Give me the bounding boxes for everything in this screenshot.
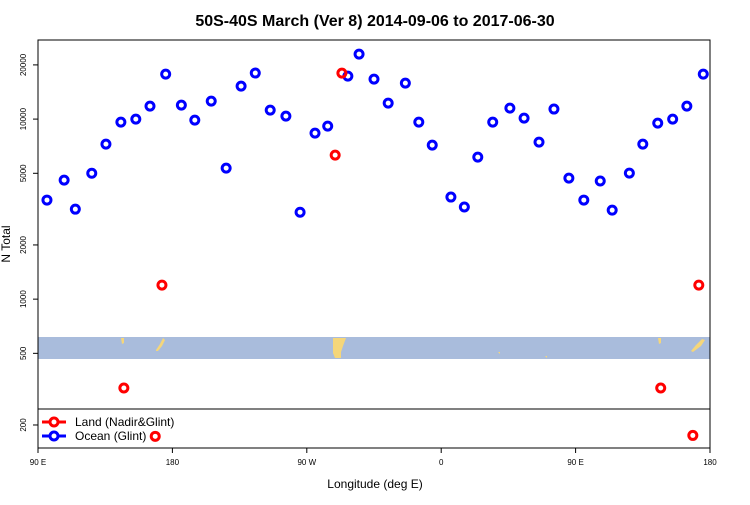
- point: [280, 110, 292, 122]
- x-tick-label: 180: [703, 458, 717, 467]
- point: [86, 167, 98, 179]
- x-tick-label: 90 E: [567, 458, 583, 467]
- point: [413, 116, 425, 128]
- point: [578, 194, 590, 206]
- y-tick-label: 200: [19, 418, 28, 432]
- point: [205, 95, 217, 107]
- point: [652, 117, 664, 129]
- point: [235, 80, 247, 92]
- x-tick-label: 180: [166, 458, 180, 467]
- point: [533, 136, 545, 148]
- point: [426, 139, 438, 151]
- point: [336, 67, 348, 79]
- point: [382, 97, 394, 109]
- point: [594, 175, 606, 187]
- point: [322, 120, 334, 132]
- point: [623, 167, 635, 179]
- y-tick-label: 5000: [19, 164, 28, 182]
- x-tick-label: 90 W: [297, 458, 316, 467]
- legend-marker: [48, 430, 60, 442]
- point: [69, 203, 81, 215]
- point: [606, 204, 618, 216]
- chart-title: 50S-40S March (Ver 8) 2014-09-06 to 2017…: [195, 13, 554, 30]
- point: [353, 48, 365, 60]
- point: [445, 191, 457, 203]
- y-tick-label: 500: [19, 346, 28, 360]
- point: [693, 279, 705, 291]
- y-tick-label: 2000: [19, 235, 28, 253]
- y-tick-label: 20000: [19, 53, 28, 76]
- point: [156, 279, 168, 291]
- x-axis-label: Longitude (deg E): [327, 477, 422, 491]
- point: [175, 99, 187, 111]
- legend-marker: [48, 416, 60, 428]
- point: [667, 113, 679, 125]
- point: [697, 68, 709, 80]
- point: [249, 67, 261, 79]
- point: [189, 114, 201, 126]
- point: [41, 194, 53, 206]
- point: [548, 103, 560, 115]
- point: [563, 172, 575, 184]
- point: [458, 201, 470, 213]
- map-strip: [38, 337, 710, 359]
- point: [309, 127, 321, 139]
- point: [115, 116, 127, 128]
- point: [687, 429, 699, 441]
- point: [487, 116, 499, 128]
- point: [637, 138, 649, 150]
- point: [149, 430, 161, 442]
- point: [130, 113, 142, 125]
- point: [368, 73, 380, 85]
- point: [329, 149, 341, 161]
- point: [399, 77, 411, 89]
- point: [681, 100, 693, 112]
- point: [294, 206, 306, 218]
- point: [58, 174, 70, 186]
- x-tick-label: 0: [439, 458, 444, 467]
- point: [472, 151, 484, 163]
- y-tick-label: 10000: [19, 107, 28, 130]
- y-axis-label: N Total: [0, 225, 13, 262]
- point: [144, 100, 156, 112]
- marks: [41, 48, 709, 442]
- point: [264, 104, 276, 116]
- point: [518, 112, 530, 124]
- y-tick-label: 1000: [19, 290, 28, 308]
- point: [100, 138, 112, 150]
- point: [220, 162, 232, 174]
- plot-frame: [37, 39, 711, 449]
- point: [118, 382, 130, 394]
- point: [655, 382, 667, 394]
- x-tick-label: 90 E: [30, 458, 46, 467]
- point: [504, 102, 516, 114]
- point: [160, 68, 172, 80]
- legend-label: Ocean (Glint): [75, 429, 146, 443]
- legend-label: Land (Nadir&Glint): [75, 415, 174, 429]
